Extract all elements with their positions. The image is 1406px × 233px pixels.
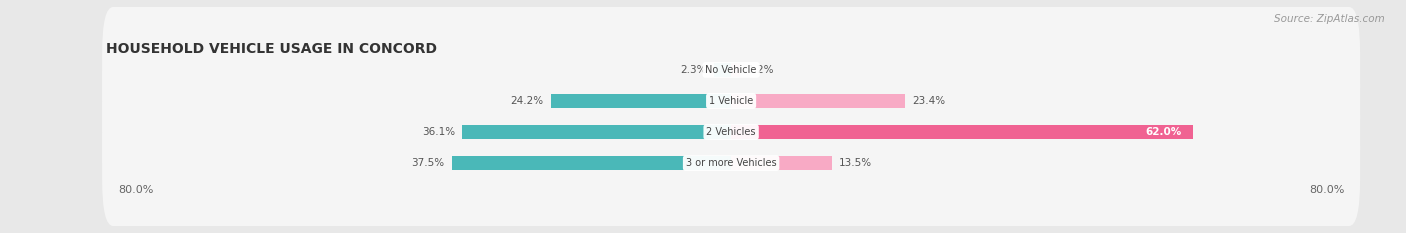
Text: 62.0%: 62.0% — [1146, 127, 1181, 137]
Bar — [731, 156, 831, 170]
Bar — [714, 63, 731, 77]
FancyBboxPatch shape — [103, 7, 1360, 133]
FancyBboxPatch shape — [103, 38, 1360, 164]
FancyBboxPatch shape — [103, 69, 1360, 195]
Bar — [731, 125, 1192, 139]
Bar — [551, 94, 731, 108]
Text: Source: ZipAtlas.com: Source: ZipAtlas.com — [1274, 14, 1385, 24]
FancyBboxPatch shape — [103, 100, 1360, 226]
Text: 13.5%: 13.5% — [839, 158, 872, 168]
Bar — [451, 156, 731, 170]
Text: 2 Vehicles: 2 Vehicles — [706, 127, 756, 137]
Text: 1.2%: 1.2% — [748, 65, 773, 75]
Text: HOUSEHOLD VEHICLE USAGE IN CONCORD: HOUSEHOLD VEHICLE USAGE IN CONCORD — [105, 42, 437, 56]
Bar — [731, 63, 740, 77]
Bar — [463, 125, 731, 139]
Text: 3 or more Vehicles: 3 or more Vehicles — [686, 158, 776, 168]
Text: 24.2%: 24.2% — [510, 96, 544, 106]
Text: No Vehicle: No Vehicle — [706, 65, 756, 75]
Text: 2.3%: 2.3% — [681, 65, 707, 75]
Text: 37.5%: 37.5% — [412, 158, 444, 168]
Text: 36.1%: 36.1% — [422, 127, 456, 137]
Text: 23.4%: 23.4% — [912, 96, 946, 106]
Bar — [731, 94, 905, 108]
Text: 1 Vehicle: 1 Vehicle — [709, 96, 754, 106]
